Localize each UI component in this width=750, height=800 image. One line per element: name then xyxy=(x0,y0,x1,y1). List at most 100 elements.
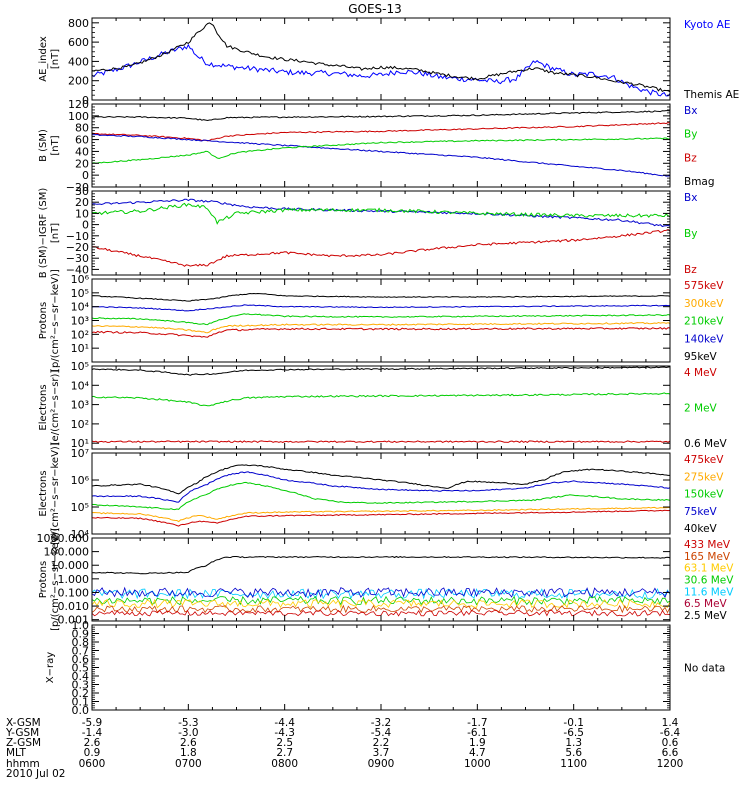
y-tick-label: 10⁵ xyxy=(71,501,89,514)
y-tick-label: 20 xyxy=(75,157,89,170)
legend-entry: Bz xyxy=(684,264,697,276)
legend-entry: 0.6 MeV xyxy=(684,438,728,450)
figure-title: GOES-13 xyxy=(348,2,402,16)
footer-value: 2.6 xyxy=(180,737,197,749)
footer-value: -6.5 xyxy=(563,727,584,739)
y-tick-label: 0.8 xyxy=(72,636,90,649)
y-axis-label: [nT] xyxy=(50,135,61,155)
y-tick-label: 1.000 xyxy=(58,573,90,586)
footer-value: 0.9 xyxy=(84,747,101,759)
series-kyoto-ae xyxy=(92,43,670,97)
series-6.5-mev xyxy=(92,586,670,599)
series-4-mev xyxy=(92,440,670,444)
y-tick-label: −30 xyxy=(66,252,89,265)
footer-value: -5.9 xyxy=(82,717,103,729)
y-axis-label: [p/(cm²−s−sr−keV)] xyxy=(50,528,61,631)
footer-value: 4.7 xyxy=(469,747,486,759)
footer-value: -0.1 xyxy=(563,717,584,729)
y-axis-label: Protons xyxy=(38,302,49,339)
footer-value: 2.7 xyxy=(276,747,293,759)
legend-entry: 11.6 MeV xyxy=(684,586,734,598)
y-tick-label: 0.6 xyxy=(72,653,90,666)
y-tick-label: 20 xyxy=(75,196,89,209)
y-axis-label: Electrons xyxy=(38,384,49,430)
series-140kev xyxy=(92,304,670,312)
series-40kev xyxy=(92,464,670,495)
footer-value: 0700 xyxy=(175,758,202,770)
footer-value: 1.9 xyxy=(469,737,486,749)
series-bmag xyxy=(92,110,670,122)
y-tick-label: 0 xyxy=(82,219,89,232)
y-axis-label: [p/(cm²−s−sr−keV)] xyxy=(50,269,61,372)
y-axis-label: Electrons xyxy=(38,470,49,516)
y-axis-label: X−ray xyxy=(45,652,56,683)
footer-value: -5.4 xyxy=(371,727,392,739)
legend-entry: 63.1 MeV xyxy=(684,563,734,575)
footer-value: -4.4 xyxy=(274,717,295,729)
y-tick-label: −20 xyxy=(66,181,89,194)
footer-row-label: MLT xyxy=(6,747,26,759)
footer-value: -1.7 xyxy=(467,717,488,729)
y-tick-label: 0.3 xyxy=(72,679,90,692)
panel-7: 0.0010.0100.1001.00010.000100.0001000.00… xyxy=(37,528,735,631)
y-tick-label: 120 xyxy=(68,98,89,111)
panel-8: 0.00.10.20.30.40.50.60.70.80.91.0 X−ray No… xyxy=(45,619,725,717)
y-tick-label: 10⁵ xyxy=(71,287,89,300)
y-tick-label: 0.1 xyxy=(72,696,90,709)
legend-entry: 575keV xyxy=(684,280,724,292)
legend-entry: 2 MeV xyxy=(684,403,718,415)
series-300kev xyxy=(92,321,670,334)
footer-value: -1.4 xyxy=(82,727,103,739)
legend-entry: 75keV xyxy=(684,506,718,518)
y-tick-label: 10² xyxy=(71,328,89,341)
y-tick-label: 10⁶ xyxy=(71,273,90,286)
footer-value: -4.3 xyxy=(274,727,295,739)
footer-row-label: hhmm xyxy=(6,758,40,770)
footer-value: 1000 xyxy=(464,758,491,770)
legend-entry: Bz xyxy=(684,152,697,164)
footer-value: 1200 xyxy=(657,758,684,770)
panel-frame xyxy=(91,17,671,101)
footer-value: -6.1 xyxy=(467,727,488,739)
legend-entry: 150keV xyxy=(684,489,724,501)
y-axis-label: [e/(cm²−s−sr)] xyxy=(50,370,61,446)
panel-6: 10⁴ 10⁵ 10⁶ 10⁷ Electrons [e/(cm²−s−sr−keV)] 4… xyxy=(38,442,724,545)
legend-entry: 95keV xyxy=(684,351,718,363)
series-30.6-mev xyxy=(92,595,670,606)
y-tick-label: 0 xyxy=(82,169,89,182)
y-tick-label: −20 xyxy=(66,241,89,254)
footer-date: 2010 Jul 02 xyxy=(6,768,65,780)
legend-entry: 165 MeV xyxy=(684,551,731,563)
series-150kev xyxy=(92,481,670,511)
y-tick-label: −10 xyxy=(66,230,89,243)
series-2-mev xyxy=(92,392,670,407)
y-tick-label: 60 xyxy=(75,134,89,147)
panel-5: 10¹ 10² 10³ 10⁴ 10⁵ Electrons [e/(cm²−s−sr)] 4 … xyxy=(38,360,728,450)
series-themis-ae xyxy=(92,22,670,93)
series-210kev xyxy=(92,313,670,326)
footer-value: 2.2 xyxy=(373,737,390,749)
legend-entry: 40keV xyxy=(684,523,718,535)
panel-frame xyxy=(91,190,671,276)
series-475kev xyxy=(92,509,670,527)
legend-entry: By xyxy=(684,129,697,141)
legend-entry: 433 MeV xyxy=(684,539,731,551)
footer-value: 1.3 xyxy=(565,737,582,749)
y-tick-label: 100.000 xyxy=(44,546,90,559)
legend-entry: By xyxy=(684,228,697,240)
footer-value: 6.6 xyxy=(662,747,679,759)
y-tick-label: 10.000 xyxy=(51,559,90,572)
y-tick-label: 0.001 xyxy=(58,614,90,627)
panel-frame xyxy=(91,624,671,711)
y-tick-label: 10¹ xyxy=(71,437,89,450)
footer-value: 2.6 xyxy=(84,737,101,749)
legend-entry: 275keV xyxy=(684,471,724,483)
y-tick-label: 0.5 xyxy=(72,662,90,675)
series-by xyxy=(92,137,670,164)
y-tick-label: 40 xyxy=(75,145,89,158)
panel-frame xyxy=(91,278,671,363)
